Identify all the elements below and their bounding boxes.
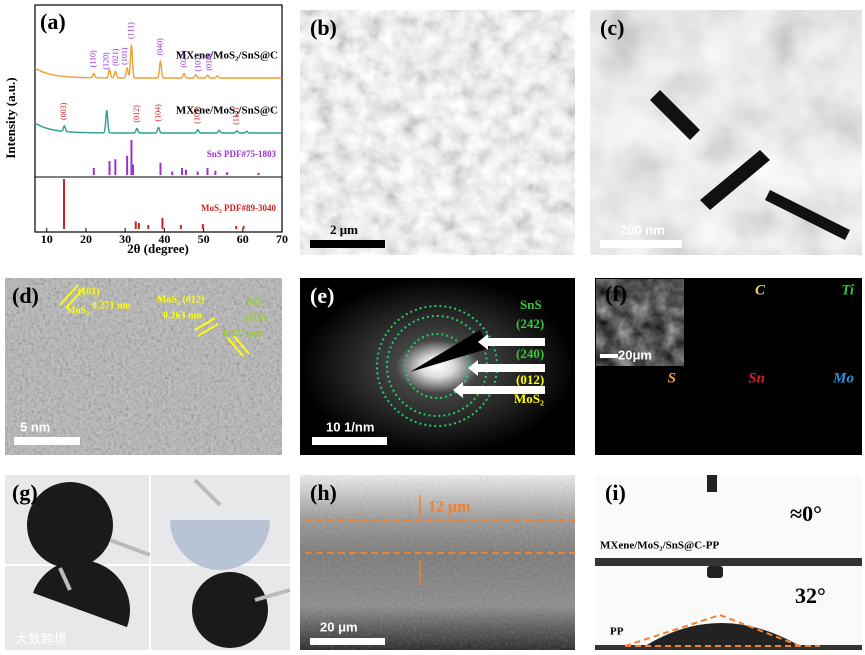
element-map [596, 367, 683, 453]
panel-label: (a) [40, 9, 66, 34]
hkl-label: (021) [179, 50, 188, 68]
hkl-label: (021) [111, 48, 120, 66]
element-label: C [755, 282, 766, 298]
x-tick-label: 70 [276, 232, 288, 246]
hkl-label: (040) [155, 38, 164, 56]
texture [300, 475, 575, 650]
thickness-lines [305, 519, 575, 554]
element-label: S [668, 370, 676, 386]
annotation: MXene/MoS₂/SnS@C-PP [600, 540, 720, 552]
x-tick-label: 30 [119, 232, 131, 246]
membrane [170, 520, 270, 570]
annotation: SnS [246, 296, 263, 307]
panel-label: (h) [310, 480, 337, 505]
lattice-marks [59, 284, 250, 357]
xrd-panel: (a) Intensity (a.u.) 2θ (degree) [3, 4, 283, 256]
hrtem-overlay [5, 278, 282, 455]
annotation: (111) [245, 312, 266, 323]
panel-label: (e) [310, 283, 334, 308]
annotation: 0.263 nm [163, 310, 203, 321]
annotation: SnS [520, 297, 542, 312]
sem-image [300, 10, 575, 255]
hkl-label: (111) [126, 22, 135, 39]
scale-bar [312, 437, 387, 445]
scale-text: 5 nm [20, 419, 50, 434]
scale-bar [14, 437, 80, 445]
scale-text: 2 μm [330, 222, 358, 237]
x-tick-label: 20 [80, 232, 92, 246]
panel-label: (f) [605, 281, 627, 306]
x-tick-label: 60 [237, 232, 249, 246]
x-tick-label: 10 [41, 232, 53, 246]
hkl-label: (101) [120, 47, 129, 65]
annotation: MoS₂ (012) [157, 294, 204, 305]
annotation: ≈0° [790, 501, 822, 526]
panel-label: (d) [12, 283, 39, 308]
curve-label: MXene/MoS₂/SnS@C [176, 50, 278, 62]
x-axis-label: 2θ (degree) [127, 241, 189, 256]
hkl-label: (110) [89, 50, 98, 67]
nanosheets [650, 90, 850, 240]
element-map [774, 367, 861, 453]
hkl-label: (113) [232, 107, 241, 124]
hkl-label: (107) [194, 54, 203, 72]
scale-bar [600, 240, 682, 248]
scale-text: 200 nm [620, 222, 665, 237]
hkl-label: (104) [153, 104, 162, 122]
element-map [774, 279, 861, 365]
membrane [27, 482, 113, 568]
hrtem-image [5, 278, 282, 455]
hkl-label: (120) [102, 52, 111, 70]
watermark: 大数跨境 [15, 633, 67, 648]
annotation: MoS₂ [66, 305, 89, 316]
annotation: (101) [78, 286, 100, 297]
sem-map [596, 279, 684, 366]
element-label: Sn [748, 370, 765, 386]
element-map [685, 367, 772, 453]
scale-bar [310, 638, 385, 645]
annotation: PP [610, 626, 624, 638]
annotation: (240) [516, 346, 544, 361]
annotation: MoS₂ [514, 391, 544, 406]
plot-frame [34, 4, 283, 233]
annotation: (242) [516, 316, 544, 331]
panel-label: (i) [605, 480, 626, 505]
droplet [645, 623, 800, 646]
annotation: 12 μm [428, 499, 471, 516]
panel-label: (g) [12, 480, 38, 505]
scale-text: 20 μm [320, 619, 358, 634]
scale-bar [600, 354, 618, 358]
hkl-label: (012) [132, 105, 141, 123]
arrows [453, 334, 545, 398]
membrane [33, 560, 130, 628]
scale-bar [310, 240, 385, 248]
reference-label: SnS PDF#75-1803 [207, 149, 277, 159]
annotation: (012) [516, 372, 544, 387]
element-label: Ti [841, 282, 855, 298]
x-tick-label: 40 [158, 232, 170, 246]
beam-stop [410, 330, 490, 372]
scale-text: 10 1/nm [326, 419, 374, 434]
angle-lines [624, 613, 820, 647]
element-label: Mo [832, 370, 854, 386]
xrd-curve [34, 109, 282, 134]
y-axis-label: Intensity (a.u.) [3, 77, 18, 158]
tweezers [58, 478, 291, 602]
membrane [192, 572, 268, 648]
hkl-label: (018) [205, 53, 214, 71]
panel-label: (c) [600, 15, 624, 40]
scale-text: 20μm [618, 347, 652, 362]
hkl-label: (003) [59, 102, 68, 120]
element-map [685, 279, 772, 365]
xrd-curve [34, 44, 282, 79]
curve-label: MXene/MoS₂/SnS@C [176, 105, 278, 117]
panel-label: (b) [310, 15, 337, 40]
annotation: 0.377 nm [223, 328, 263, 339]
reference-label: MoS₂ PDF#89-3040 [201, 203, 276, 213]
annotation: 32° [795, 583, 826, 608]
hkl-label: (107) [193, 106, 202, 124]
x-tick-label: 50 [198, 232, 210, 246]
annotation: 0.271 nm [92, 300, 132, 311]
